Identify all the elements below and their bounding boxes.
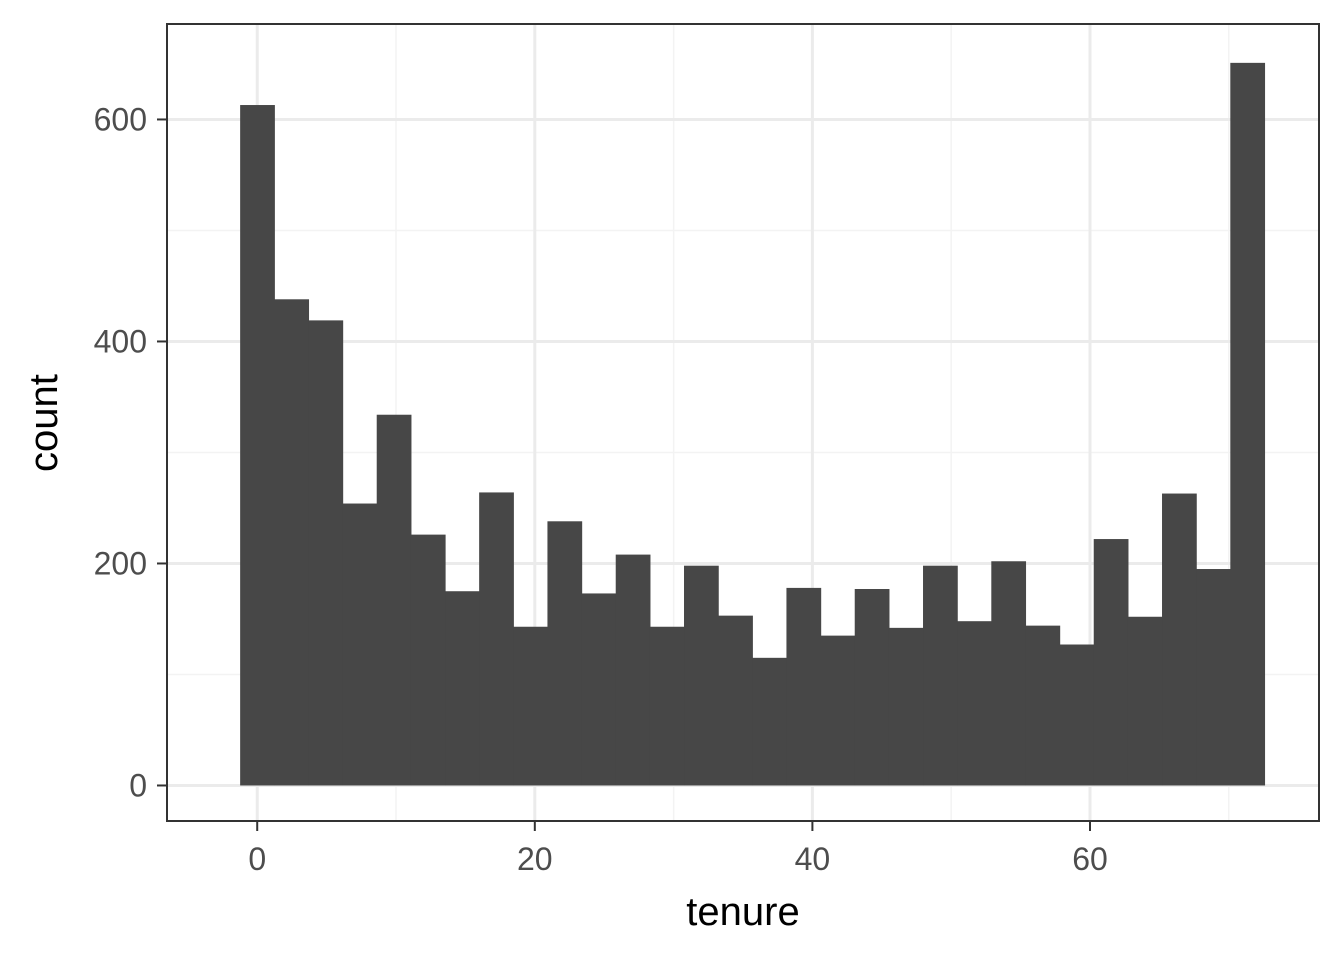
histogram-bars <box>240 62 1266 786</box>
histogram-bar <box>1093 539 1129 786</box>
histogram-bar <box>445 591 480 786</box>
histogram-bar <box>581 593 617 786</box>
y-axis-title: count <box>22 374 66 472</box>
histogram-bar <box>649 626 685 786</box>
minor-gridlines <box>167 24 1319 821</box>
histogram-bar <box>957 621 992 786</box>
y-tick-label: 0 <box>129 767 147 803</box>
histogram-bar <box>1230 62 1266 786</box>
histogram-bar <box>684 565 719 786</box>
histogram-bar <box>1059 644 1095 786</box>
histogram-bar <box>513 626 549 786</box>
histogram-bar <box>1025 625 1061 786</box>
histogram-bar <box>1162 493 1197 786</box>
histogram-bar <box>410 534 446 786</box>
y-tick-label: 600 <box>94 101 147 137</box>
histogram-bar <box>240 105 275 786</box>
x-tick-label: 20 <box>517 841 553 877</box>
histogram-bar <box>342 503 378 786</box>
histogram-bar <box>718 615 753 786</box>
histogram-bar <box>786 587 822 786</box>
x-tick-label: 60 <box>1072 841 1108 877</box>
histogram-bar <box>547 521 583 786</box>
plot-panel-border <box>166 23 1320 822</box>
x-axis-ticks: 0 20 40 60 <box>248 821 1108 877</box>
histogram-bar <box>1196 569 1231 786</box>
y-axis-ticks: 0 200 400 600 <box>94 101 167 803</box>
y-tick-label: 400 <box>94 323 147 359</box>
histogram-bar <box>1127 616 1163 786</box>
histogram-bar <box>376 414 412 786</box>
x-tick-label: 0 <box>248 841 266 877</box>
histogram-bar <box>923 565 958 786</box>
histogram-bar <box>752 657 788 786</box>
histogram-bar <box>479 492 514 786</box>
histogram-bar <box>888 627 924 786</box>
histogram-bar <box>615 554 651 786</box>
x-tick-label: 40 <box>795 841 831 877</box>
histogram-bar <box>991 561 1027 786</box>
histogram-bar <box>308 320 344 786</box>
histogram-bar <box>274 299 310 786</box>
histogram-bar <box>854 589 890 786</box>
y-tick-label: 200 <box>94 545 147 581</box>
x-axis-title: tenure <box>686 890 799 934</box>
histogram-bar <box>820 635 856 786</box>
